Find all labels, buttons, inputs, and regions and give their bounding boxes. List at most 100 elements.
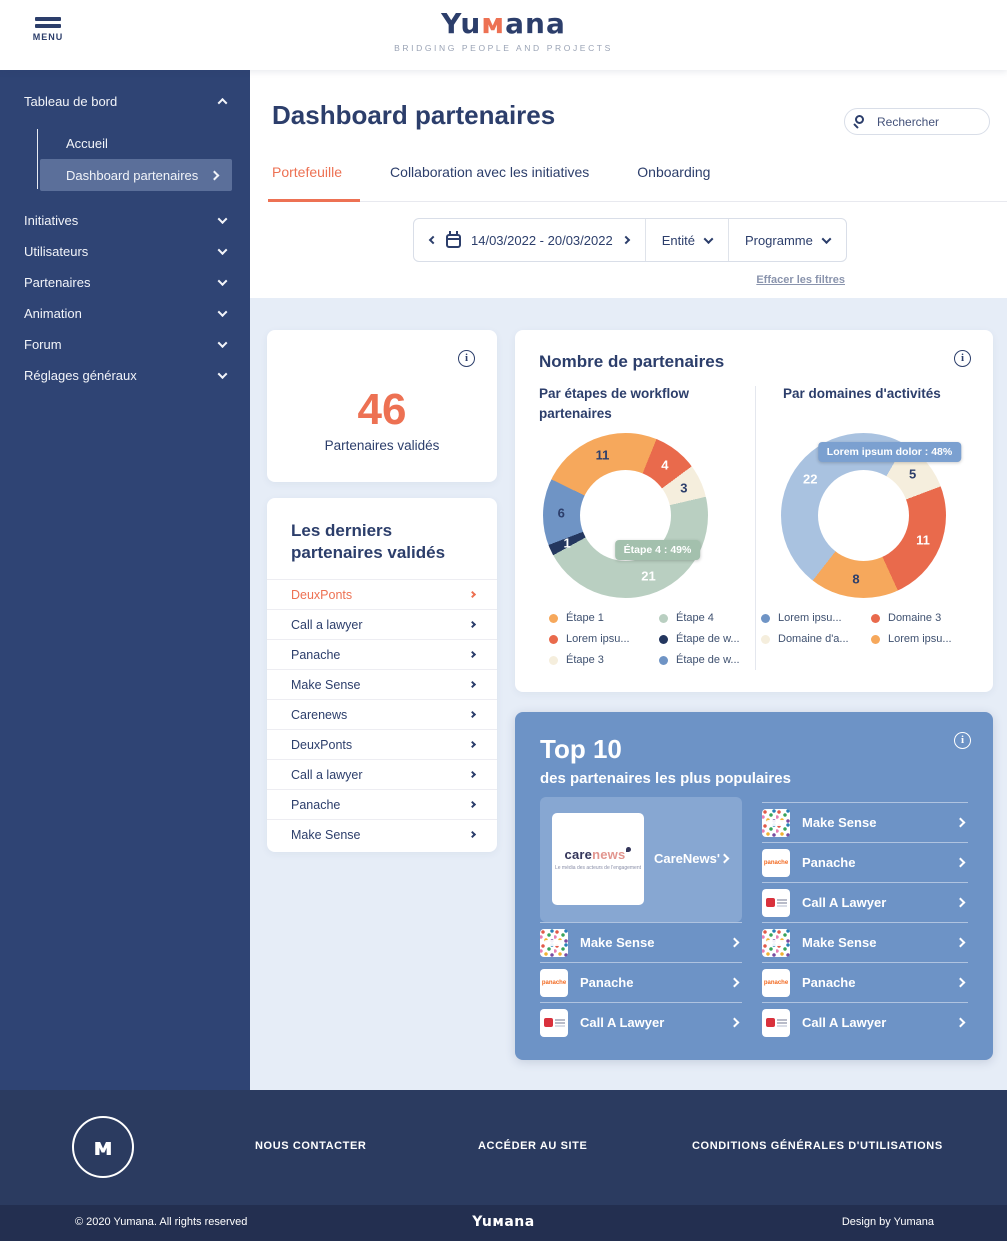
panache-logo: panache	[762, 968, 790, 997]
sidebar-item-forum[interactable]: Forum	[0, 329, 250, 360]
legend-dot	[549, 655, 558, 665]
top10-item[interactable]: Call A Lawyer	[762, 1002, 968, 1042]
tab-portefeuille[interactable]: Portefeuille	[272, 164, 343, 180]
top10-item[interactable]: Call A Lawyer	[540, 1002, 742, 1042]
legend-dot	[871, 634, 880, 644]
carenews-logo-tagline: Le média des acteurs de l'engagement	[554, 865, 641, 871]
workflow-chart-subtitle: Par étapes de workflow partenaires	[539, 386, 690, 421]
chevron-right-icon	[729, 937, 740, 948]
sidebar-item-accueil[interactable]: Accueil	[40, 127, 232, 159]
list-item[interactable]: Panache	[267, 789, 497, 819]
legend-label: Lorem ipsu...	[778, 612, 842, 624]
menu-label: MENU	[32, 32, 64, 42]
list-item[interactable]: Carenews	[267, 699, 497, 729]
menu-button[interactable]: MENU	[28, 14, 68, 42]
list-item[interactable]: DeuxPonts	[267, 729, 497, 759]
carenews-bubble-icon	[626, 847, 632, 852]
legend-dot	[659, 634, 668, 644]
sidebar-item-tableau-de-bord[interactable]: Tableau de bord	[0, 70, 250, 119]
call-a-lawyer-logo	[762, 888, 790, 917]
list-item[interactable]: Panache	[267, 639, 497, 669]
sidebar-item-initiatives[interactable]: Initiatives	[0, 205, 250, 236]
partner-name: DeuxPonts	[291, 587, 353, 602]
sidebar-item-label: Tableau de bord	[24, 94, 118, 109]
sidebar-item-reglages-generaux[interactable]: Réglages généraux	[0, 360, 250, 391]
partner-name: Make Sense	[802, 935, 877, 950]
legend-entry: Étape de w...	[659, 654, 747, 666]
yumana-wordmark: Yuᴍana	[0, 1214, 1007, 1230]
chevron-down-icon	[217, 214, 228, 225]
tab-onboarding[interactable]: Onboarding	[637, 164, 711, 180]
info-icon[interactable]	[954, 350, 971, 367]
domains-donut-chart: 22 5 11 8 Lorem ipsum dolor : 48%	[781, 433, 962, 598]
list-item[interactable]: DeuxPonts	[267, 579, 497, 609]
partner-name: Carenews	[291, 707, 348, 722]
legend-entry: Étape de w...	[659, 633, 747, 645]
info-icon[interactable]	[458, 350, 475, 367]
top10-item[interactable]: panache Panache	[762, 842, 968, 882]
site-link[interactable]: ACCÉDER AU SITE	[478, 1140, 588, 1152]
next-period-button[interactable]	[621, 235, 630, 245]
logo-text-tail: ana	[505, 7, 566, 40]
entity-dropdown[interactable]: Entité	[644, 219, 728, 261]
legend-label: Étape de w...	[676, 654, 740, 666]
program-dropdown[interactable]: Programme	[727, 219, 846, 261]
contact-link[interactable]: NOUS CONTACTER	[255, 1140, 367, 1152]
previous-period-button[interactable]	[428, 235, 438, 245]
list-item[interactable]: Call a lawyer	[267, 759, 497, 789]
tab-collaboration[interactable]: Collaboration avec les initiatives	[390, 164, 590, 180]
make-sense-logo	[762, 928, 790, 957]
chevron-right-icon	[468, 801, 477, 809]
list-item[interactable]: Call a lawyer	[267, 609, 497, 639]
legend-dot	[761, 613, 770, 623]
chevron-right-icon	[468, 651, 477, 659]
partner-name: Call a lawyer	[291, 617, 363, 632]
top10-subtitle: des partenaires les plus populaires	[540, 770, 791, 787]
chevron-right-icon	[468, 591, 477, 599]
legend-label: Lorem ipsu...	[888, 633, 952, 645]
date-range-picker[interactable]: 14/03/2022 - 20/03/2022	[414, 219, 645, 261]
logo-m-mark: ᴍ	[481, 7, 506, 40]
top-header: MENU Yuᴍana BRIDGING PEOPLE AND PROJECTS	[0, 0, 1007, 70]
legend-label: Étape de w...	[676, 633, 740, 645]
legend-dot	[871, 613, 880, 623]
list-item[interactable]: Make Sense	[267, 669, 497, 699]
top10-item[interactable]: panache Panache	[762, 962, 968, 1002]
partner-name: Make Sense	[580, 935, 655, 950]
sidebar-item-partenaires[interactable]: Partenaires	[0, 267, 250, 298]
sidebar-item-label: Réglages généraux	[24, 368, 137, 383]
top10-item[interactable]: Make Sense	[540, 922, 742, 962]
chevron-down-icon	[703, 233, 714, 244]
workflow-donut-chart: 11 4 3 21 1 6 Étape 4 : 49%	[543, 433, 708, 598]
sidebar-item-label: Utilisateurs	[24, 244, 89, 259]
legend-entry: Domaine 3	[871, 612, 959, 624]
terms-link[interactable]: CONDITIONS GÉNÉRALES D'UTILISATIONS	[692, 1140, 943, 1152]
validated-partners-label: Partenaires validés	[324, 438, 440, 453]
sidebar-item-animation[interactable]: Animation	[0, 298, 250, 329]
chevron-right-icon	[468, 741, 477, 749]
top10-featured-carenews[interactable]: carenews Le média des acteurs de l'engag…	[540, 797, 742, 922]
sidebar-item-label: Partenaires	[24, 275, 91, 290]
sidebar-item-utilisateurs[interactable]: Utilisateurs	[0, 236, 250, 267]
list-item[interactable]: Make Sense	[267, 819, 497, 849]
info-icon[interactable]	[954, 732, 971, 749]
call-a-lawyer-logo	[762, 1008, 790, 1037]
search-input[interactable]	[844, 108, 990, 135]
make-sense-logo	[540, 928, 568, 957]
top10-item[interactable]: Make Sense	[762, 922, 968, 962]
top10-item[interactable]: Make Sense	[762, 802, 968, 842]
validated-partners-card: 46 Partenaires validés	[267, 330, 497, 482]
active-tab-underline	[268, 199, 360, 202]
call-a-lawyer-logo	[540, 1008, 568, 1037]
legend-label: Étape 3	[566, 654, 604, 666]
sidebar-item-label: Forum	[24, 337, 62, 352]
sidebar-item-label: Initiatives	[24, 213, 79, 228]
partner-name: Call A Lawyer	[802, 1015, 887, 1030]
sidebar-item-dashboard-partenaires[interactable]: Dashboard partenaires	[40, 159, 232, 191]
chevron-right-icon	[209, 170, 220, 180]
top10-item[interactable]: Call A Lawyer	[762, 882, 968, 922]
hamburger-icon	[28, 17, 68, 28]
clear-filters-link[interactable]: Effacer les filtres	[756, 274, 845, 286]
partner-name: Panache	[802, 975, 856, 990]
top10-item[interactable]: panache Panache	[540, 962, 742, 1002]
